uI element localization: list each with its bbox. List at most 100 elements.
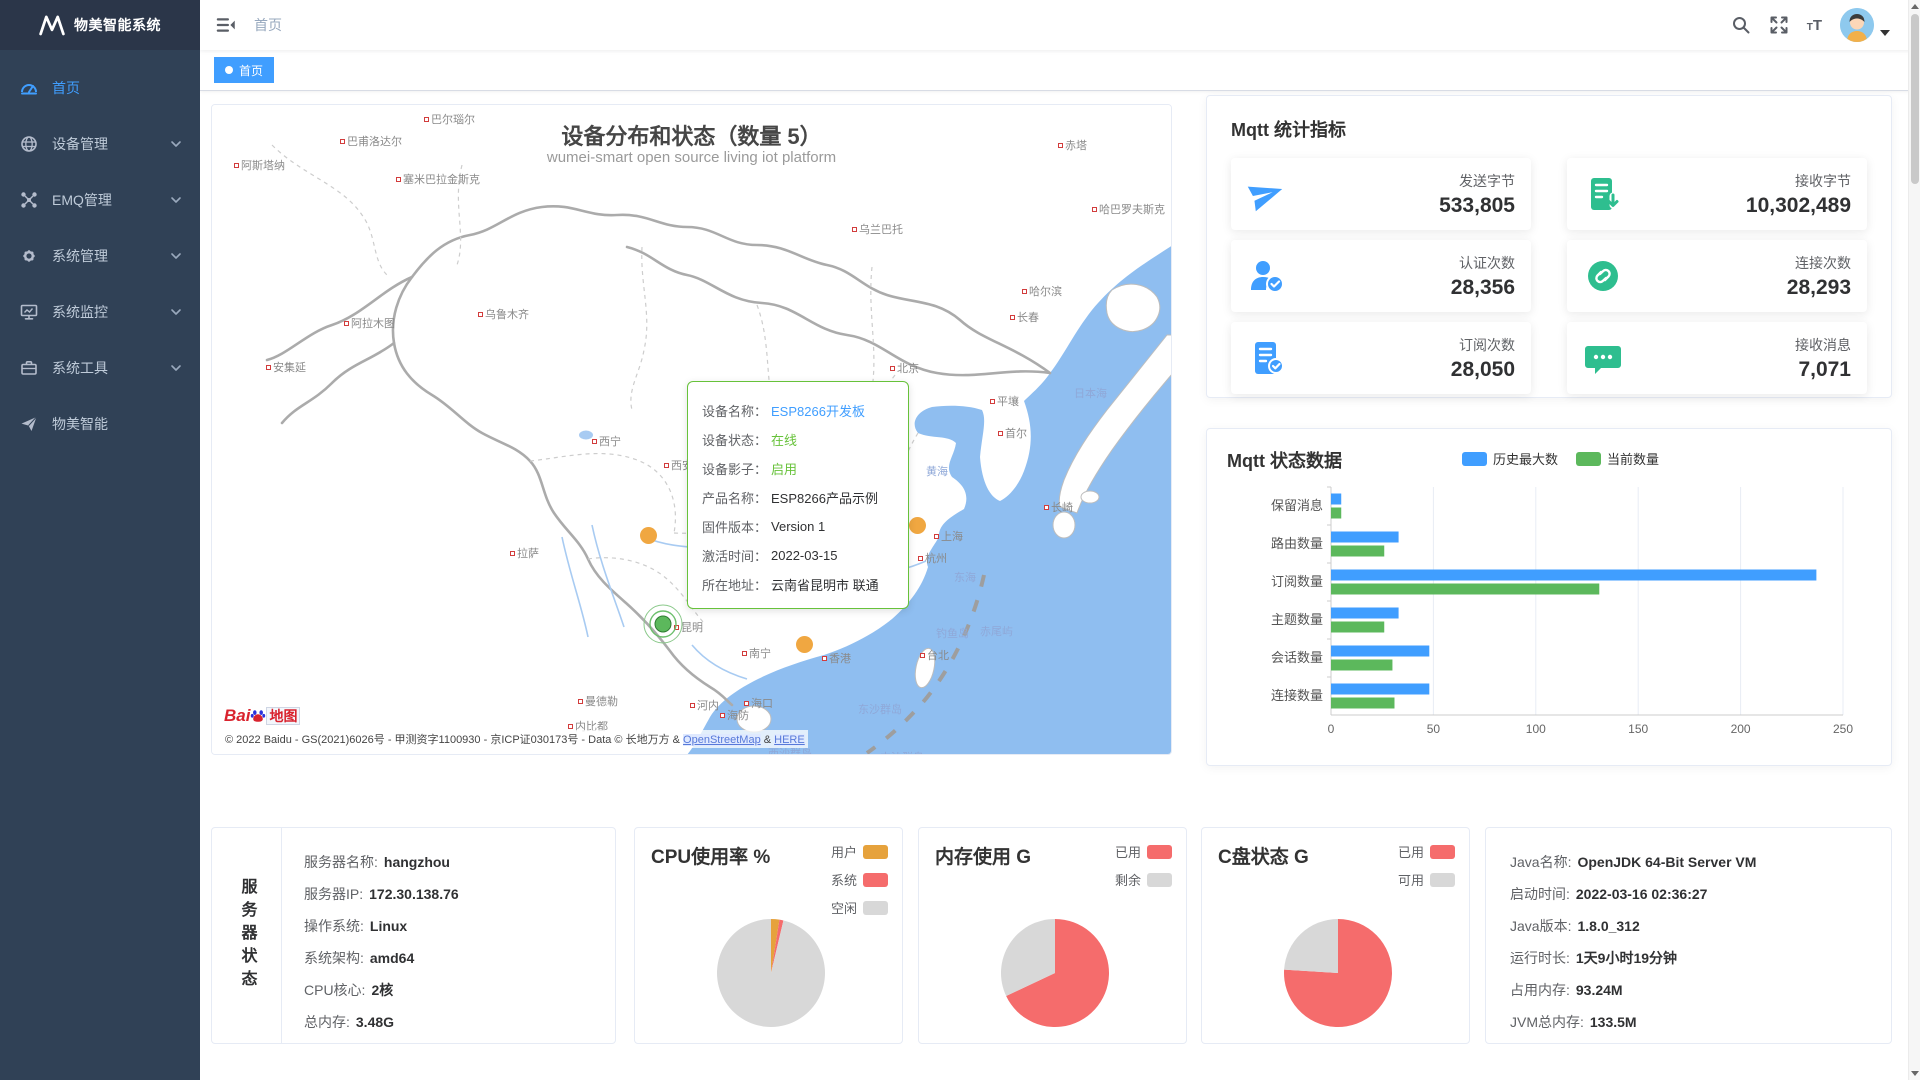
osm-link[interactable]: OpenStreetMap [683,734,761,746]
map-city-label: 台北 [920,647,949,663]
breadcrumb[interactable]: 首页 [254,17,282,33]
app-logo[interactable]: 物美智能系统 [0,0,200,50]
server-status-card: 服务器状态 服务器名称: hangzhou 服务器IP: 172.30.138.76 操… [211,827,616,1044]
device-map-card[interactable]: 设备分布和状态（数量 5） wumei-smart open source li… [211,104,1172,755]
legend-item[interactable]: 可用 [1398,870,1455,889]
hamburger-icon[interactable] [216,15,236,35]
legend-item[interactable]: 当前数量 [1576,449,1659,468]
sidebar-item-label: 系统管理 [52,248,108,264]
legend-item[interactable]: 空闲 [831,898,888,917]
popup-value[interactable]: ESP8266开发板 [771,404,865,419]
chevron-down-icon [171,197,181,203]
mqtt-stat-card-4: 订阅次数 28,050 [1231,322,1531,394]
sidebar-item-label: 物美智能 [52,416,108,432]
font-size-icon[interactable]: TT [1806,16,1822,34]
svg-text:保留消息: 保留消息 [1271,498,1323,513]
popup-value: 在线 [771,433,798,448]
here-link[interactable]: HERE [774,734,805,746]
java-info-card: Java名称: OpenJDK 64-Bit Server VM 启动时间: 2022… [1485,827,1892,1044]
popup-row: 所在地址： 云南省昆明市 联通 [702,570,896,599]
popup-value: Version 1 [771,519,826,534]
legend-item[interactable]: 系统 [831,870,888,889]
stat-value: 28,293 [1786,275,1851,299]
emq-icon [20,191,38,209]
server-status-vertical-title: 服务器状态 [212,828,282,1043]
scrollbar-up-arrow-icon[interactable] [1911,4,1919,9]
monitor-icon [20,303,38,321]
info-row: 系统架构: amd64 [304,950,415,966]
device-marker-online[interactable] [640,527,657,544]
legend-item[interactable]: 历史最大数 [1462,449,1558,468]
caret-down-icon[interactable] [1880,30,1890,36]
fullscreen-icon[interactable] [1769,15,1789,35]
popup-row: 激活时间： 2022-03-15 [702,548,838,564]
map-sea-label: 东海 [954,572,976,584]
map-city-label: 平壤 [990,393,1019,409]
device-marker-selected[interactable] [643,604,683,644]
info-row: 操作系统: Linux [304,918,408,934]
map-sea-label: 黄海 [926,466,948,478]
map-city-label: 河内 [690,697,719,713]
pie-title: 内存使用 G [935,847,1032,868]
info-row: Java名称: OpenJDK 64-Bit Server VM [1510,854,1757,870]
map-sea-label: 日本海 [1074,388,1107,400]
memory-pie-chart [1001,919,1109,1027]
sidebar-item-0[interactable]: 首页 [0,60,200,116]
chevron-down-icon [171,309,181,315]
map-city-label: 南宁 [742,645,771,661]
avatar[interactable] [1840,8,1874,42]
app-title: 物美智能系统 [74,17,161,33]
svg-text:路由数量: 路由数量 [1271,536,1323,551]
map-city-label: 北京 [890,360,919,376]
scrollbar-down-arrow-icon[interactable] [1911,1071,1919,1076]
dashboard-icon [20,79,38,97]
svg-text:0: 0 [1328,722,1335,736]
device-marker-online[interactable] [909,517,926,534]
cpu-pie-card: CPU使用率 % 用户 系统 空闲 [634,827,903,1044]
info-row: 启动时间: 2022-03-16 02:36:27 [1510,886,1708,902]
baidu-paw-icon [251,710,266,722]
svg-text:50: 50 [1427,722,1441,736]
pie-title: C盘状态 G [1218,847,1309,868]
popup-row: 固件版本： Version 1 [702,519,826,535]
legend-item[interactable]: 用户 [831,842,888,861]
subscribe-doc-icon [1247,338,1287,378]
top-navbar: 首页 TT [200,0,1920,50]
receive-doc-icon [1583,174,1623,214]
stat-value: 28,050 [1450,357,1515,381]
legend-item[interactable]: 已用 [1398,842,1455,861]
legend-item[interactable]: 已用 [1115,842,1172,861]
mqtt-stat-card-2: 认证次数 28,356 [1231,240,1531,312]
stat-value: 10,302,489 [1745,193,1851,217]
pie-legend: 用户 系统 空闲 [831,842,888,917]
sidebar-item-3[interactable]: 系统管理 [0,228,200,284]
disk-pie-chart [1284,919,1392,1027]
map-city-label: 巴甫洛达尔 [340,133,402,149]
sidebar-item-2[interactable]: EMQ管理 [0,172,200,228]
sidebar-menu: 首页 设备管理 EMQ管理系统管理系统监控系统工具物美智能 [0,50,200,452]
baidu-logo[interactable]: Bai 地图 [224,706,301,726]
scrollbar-thumb[interactable] [1911,14,1919,184]
stat-value: 28,356 [1450,275,1515,299]
sidebar-item-6[interactable]: 物美智能 [0,396,200,452]
stat-label: 接收字节 [1795,172,1851,189]
sidebar-item-label: 系统工具 [52,360,108,376]
tab-home[interactable]: 首页 [214,57,275,83]
mqtt-state-chart-title: Mqtt 状态数据 [1227,451,1342,471]
gear-icon [20,247,38,265]
svg-text:250: 250 [1833,722,1853,736]
sidebar-item-1[interactable]: 设备管理 [0,116,200,172]
sidebar-item-5[interactable]: 系统工具 [0,340,200,396]
map-city-label: 巴尔瑙尔 [424,111,475,127]
user-menu[interactable] [1840,8,1890,42]
info-row: 服务器IP: 172.30.138.76 [304,886,459,902]
search-icon[interactable] [1731,15,1751,35]
memory-pie-card: 内存使用 G 已用剩余 [918,827,1187,1044]
map-city-label: 阿拉木图 [344,315,395,331]
map-sea-label: 东沙群岛 [858,704,902,716]
device-marker-online[interactable] [796,636,813,653]
sidebar-item-4[interactable]: 系统监控 [0,284,200,340]
map-city-label: 海防 [720,707,749,723]
page-scrollbar[interactable] [1908,0,1920,1080]
legend-item[interactable]: 剩余 [1115,870,1172,889]
